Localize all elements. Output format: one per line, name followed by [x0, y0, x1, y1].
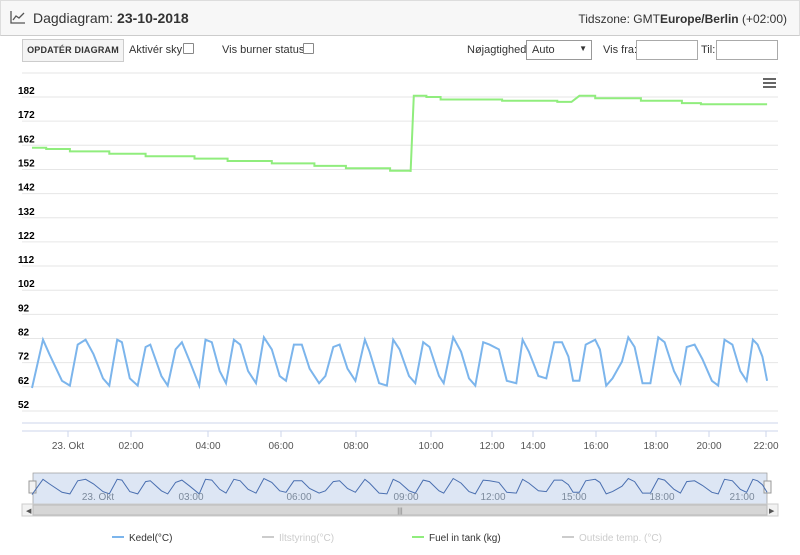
x-tick-label: 02:00 [118, 441, 143, 452]
y-tick-label: 142 [18, 183, 35, 194]
x-tick-label: 04:00 [195, 441, 220, 452]
x-tick-label: 10:00 [418, 441, 443, 452]
to-input[interactable] [716, 40, 778, 60]
toolbar: OPDATÉR DIAGRAM Aktivér sky Vis burner s… [0, 35, 800, 65]
accuracy-value: Auto [532, 44, 555, 56]
navigator-tick-label: 12:00 [480, 492, 505, 503]
update-diagram-button[interactable]: OPDATÉR DIAGRAM [22, 39, 124, 62]
scroll-right-arrow-icon: ▶ [769, 508, 775, 515]
navigator-left-handle [28, 480, 37, 494]
legend-item-label: Iltstyring(°C) [279, 533, 334, 544]
x-tick-label: 16:00 [583, 441, 608, 452]
navigator-series-line [31, 477, 768, 495]
y-tick-label: 152 [18, 158, 35, 169]
legend-item-label: Outside temp. (°C) [579, 533, 662, 544]
accuracy-label: Nøjagtighed: [467, 44, 530, 56]
y-tick-label: 92 [18, 303, 30, 314]
y-tick-label: 72 [18, 352, 30, 363]
y-tick-label: 172 [18, 110, 35, 121]
page-title: Dagdiagram: 23-10-2018 [33, 10, 189, 26]
accuracy-select[interactable]: Auto ▼ [526, 40, 592, 60]
dropdown-arrow-icon: ▼ [579, 44, 587, 53]
y-tick-label: 182 [18, 86, 35, 97]
x-tick-label: 22:00 [753, 441, 778, 452]
kedel-series-line [31, 334, 769, 390]
scroll-grip-icon: ||| [397, 508, 403, 515]
from-label: Vis fra: [603, 44, 638, 56]
navigator-tick-label: 09:00 [393, 492, 418, 503]
to-label: Til: [701, 44, 716, 56]
navigator-tick-label: 23. Okt [82, 492, 114, 503]
navigator-scrollbar-thumb [32, 504, 768, 516]
y-tick-label: 122 [18, 231, 35, 242]
chart-menu-icon[interactable] [763, 78, 776, 89]
x-tick-label: 18:00 [643, 441, 668, 452]
navigator-tick-label: 18:00 [649, 492, 674, 503]
navigator-range [32, 472, 768, 505]
x-tick-label: 06:00 [268, 441, 293, 452]
chart-header: Dagdiagram: 23-10-2018 Tidszone: GMTEuro… [0, 0, 800, 36]
legend: Kedel(°C) Iltstyring(°C) Fuel in tank (kg)… [112, 533, 662, 544]
scroll-left-arrow-icon: ◀ [26, 508, 32, 515]
series-group [31, 94, 769, 390]
burner-checkbox[interactable] [303, 43, 314, 54]
grid-lines [22, 72, 778, 424]
y-axis: 182 172 162 152 142 132 122 112 102 92 82 72 62 52 [18, 86, 35, 411]
x-tick-label: 08:00 [343, 441, 368, 452]
y-tick-label: 82 [18, 328, 30, 339]
y-tick-label: 112 [18, 255, 35, 266]
navigator-tick-label: 21:00 [729, 492, 754, 503]
navigator-tick-label: 03:00 [178, 492, 203, 503]
navigator-tick-label: 15:00 [561, 492, 586, 503]
sky-label: Aktivér sky [129, 44, 183, 56]
navigator-tick-label: 06:00 [286, 492, 311, 503]
fuel-series-line [32, 94, 768, 172]
from-input[interactable] [636, 40, 698, 60]
x-tick-label: 23. Okt [52, 441, 84, 452]
legend-item-label: Kedel(°C) [129, 533, 172, 544]
x-axis: 23. Okt 02:00 04:00 06:00 08:00 10:00 12:00 14:… [22, 430, 779, 452]
y-tick-label: 132 [18, 207, 35, 218]
y-tick-label: 102 [18, 279, 35, 290]
tz-label: Tidszone: GMT [578, 12, 660, 26]
line-chart-icon [10, 11, 25, 24]
x-tick-label: 20:00 [696, 441, 721, 452]
navigator-scrollbar [21, 503, 779, 517]
title-prefix: Dagdiagram: [33, 10, 114, 26]
navigator: 23. Okt 03:00 06:00 09:00 12:00 15:00 18:00 21:… [21, 472, 779, 517]
tz-offset: (+02:00) [741, 12, 787, 26]
title-date: 23-10-2018 [117, 10, 189, 26]
tz-zone: Europe/Berlin [659, 12, 739, 26]
x-tick-label: 12:00 [479, 441, 504, 452]
sky-checkbox[interactable] [183, 43, 194, 54]
navigator-right-handle [763, 480, 772, 494]
x-tick-label: 14:00 [520, 441, 545, 452]
y-tick-label: 162 [18, 134, 35, 145]
timezone-info: Tidszone: GMTEurope/Berlin (+02:00) [578, 12, 787, 26]
burner-label: Vis burner status [222, 44, 305, 56]
y-tick-label: 62 [18, 376, 30, 387]
legend-item-label: Fuel in tank (kg) [429, 533, 501, 544]
y-tick-label: 52 [18, 400, 30, 411]
